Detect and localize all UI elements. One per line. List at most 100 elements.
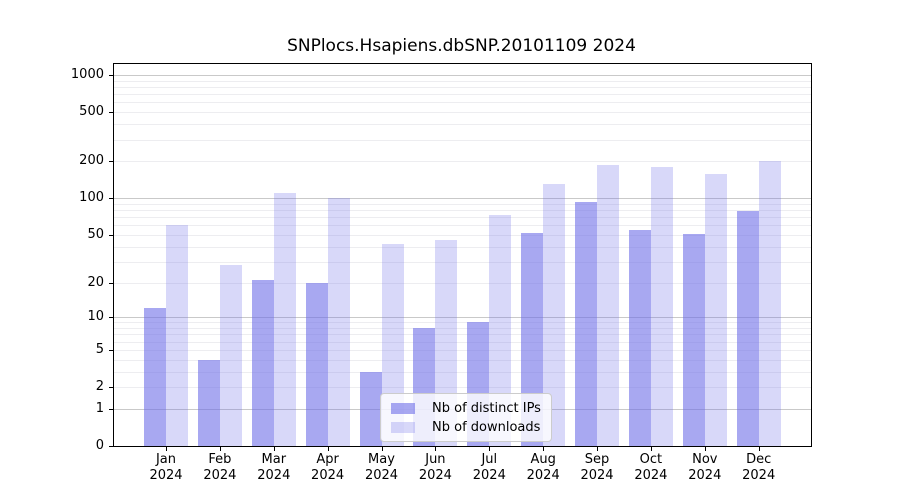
x-tick-month-text: Jul: [481, 452, 498, 467]
x-tick-nov: [704, 447, 706, 451]
gridline-minor-80: [114, 210, 811, 211]
x-tick-month-text: Aug: [530, 452, 556, 467]
x-tick-label-apr: Apr 2024: [296, 452, 360, 484]
x-tick-month-text: Nov: [692, 452, 718, 467]
gridline-minor-600: [114, 102, 811, 104]
x-tick-month-text: Sep: [584, 452, 610, 467]
gridline-minor-8: [114, 328, 811, 329]
x-tick-label-may: May 2024: [350, 452, 414, 484]
x-tick-label-nov: Nov 2024: [673, 452, 737, 484]
x-tick-label-aug: Aug 2024: [511, 452, 575, 484]
x-tick-label-jan: Jan 2024: [134, 452, 198, 484]
y-tick-label-1000: 1000: [70, 67, 104, 82]
plot-area: 0 1 2 5 10 20 50 100 200 500 1000 Jan 2024 Feb 2024 Ma…: [71, 63, 812, 483]
x-tick-label-oct: Oct 2024: [619, 452, 683, 484]
gridline-minor-90: [114, 203, 811, 205]
gridline-minor-70: [114, 217, 811, 219]
legend-item-downloads: Nb of downloads: [391, 418, 541, 436]
bar-distinct-ips-aug: [521, 232, 544, 446]
legend-item-distinct-ips: Nb of distinct IPs: [391, 399, 541, 417]
x-tick-year-text: 2024: [149, 468, 183, 483]
x-tick-month-text: Apr: [316, 452, 339, 467]
y-tick-label-10: 10: [87, 309, 104, 325]
y-tick-label-500: 500: [79, 104, 104, 120]
x-tick-month-text: Feb: [208, 452, 232, 467]
bar-distinct-ips-feb: [197, 359, 220, 446]
bar-distinct-ips-may: [359, 371, 382, 446]
bar-downloads-oct: [650, 166, 673, 446]
y-tick-label-2: 2: [95, 379, 104, 394]
gridline-minor-900: [114, 80, 811, 82]
y-tick-2: [109, 387, 114, 388]
y-tick-label-1: 1: [95, 400, 104, 416]
bar-distinct-ips-oct: [628, 229, 651, 446]
bar-downloads-sep: [597, 164, 619, 446]
bar-distinct-ips-jan: [144, 308, 166, 446]
gridline-minor-30: [114, 261, 811, 263]
legend-swatch-downloads: [391, 421, 415, 433]
gridline-major-10: [114, 317, 811, 319]
x-tick-month-text: Mar: [261, 452, 287, 467]
x-tick-year-text: 2024: [634, 468, 668, 483]
x-tick-oct: [650, 447, 652, 451]
x-tick-year-text: 2024: [472, 468, 506, 483]
bar-distinct-ips-apr: [305, 282, 328, 446]
x-tick-sep: [597, 447, 598, 451]
legend-label-downloads: Nb of downloads: [432, 419, 541, 435]
gridline-minor-500: [114, 112, 811, 114]
x-tick-year-text: 2024: [418, 468, 452, 483]
x-tick-jul: [489, 447, 491, 451]
gridline-major-100: [114, 198, 811, 200]
bar-distinct-ips-nov: [682, 233, 705, 446]
bar-downloads-jan: [166, 225, 188, 446]
gridline-minor-60: [114, 225, 811, 227]
x-tick-jan: [166, 447, 167, 451]
y-tick-label-100: 100: [79, 190, 104, 206]
x-tick-month-text: Jan: [155, 452, 177, 467]
bar-downloads-apr: [327, 198, 350, 446]
x-tick-year-text: 2024: [688, 468, 722, 483]
x-tick-label-feb: Feb 2024: [188, 452, 252, 484]
gridline-minor-6: [114, 341, 811, 343]
x-tick-year-text: 2024: [257, 468, 291, 483]
x-tick-year-text: 2024: [311, 468, 345, 483]
y-tick-1: [109, 408, 114, 410]
y-tick-5: [109, 349, 114, 351]
bar-distinct-ips-sep: [575, 202, 597, 446]
chart-title: SNPlocs.Hsapiens.dbSNP.20101109 2024: [287, 36, 636, 56]
gridline-minor-700: [114, 94, 811, 96]
x-tick-label-dec: Dec 2024: [727, 452, 791, 484]
x-tick-label-mar: Mar 2024: [242, 452, 306, 484]
x-tick-aug: [543, 447, 545, 451]
x-tick-dec: [758, 447, 760, 451]
y-tick-10: [109, 317, 114, 319]
x-tick-month-text: Oct: [639, 452, 663, 467]
gridline-minor-20: [114, 282, 811, 284]
bar-downloads-jul: [489, 214, 512, 446]
x-tick-year-text: 2024: [364, 468, 399, 483]
bar-downloads-aug: [543, 184, 566, 446]
bar-downloads-feb: [219, 265, 242, 446]
gridline-minor-7: [114, 334, 811, 336]
y-tick-label-200: 200: [79, 153, 104, 169]
x-tick-label-sep: Sep 2024: [565, 452, 629, 484]
legend: Nb of distinct IPs Nb of downloads: [380, 393, 552, 442]
bar-distinct-ips-mar: [251, 280, 274, 446]
x-tick-feb: [219, 447, 221, 451]
bar-distinct-ips-dec: [736, 211, 759, 446]
legend-swatch-distinct-ips: [391, 402, 415, 414]
y-tick-1000: [109, 75, 114, 76]
x-tick-month-text: Jun: [425, 452, 446, 467]
x-tick-year-text: 2024: [742, 468, 776, 483]
x-tick-year-text: 2024: [526, 468, 560, 483]
gridline-minor-50: [114, 234, 811, 236]
x-tick-label-jul: Jul 2024: [457, 452, 521, 484]
x-tick-month-text: May: [368, 452, 395, 467]
y-tick-50: [109, 234, 114, 236]
y-tick-label-20: 20: [87, 274, 104, 290]
gridline-minor-400: [114, 124, 811, 126]
x-tick-month-text: Dec: [746, 452, 772, 467]
gridline-minor-800: [114, 87, 811, 88]
gridline-minor-3: [114, 371, 811, 373]
y-tick-500: [109, 112, 114, 114]
